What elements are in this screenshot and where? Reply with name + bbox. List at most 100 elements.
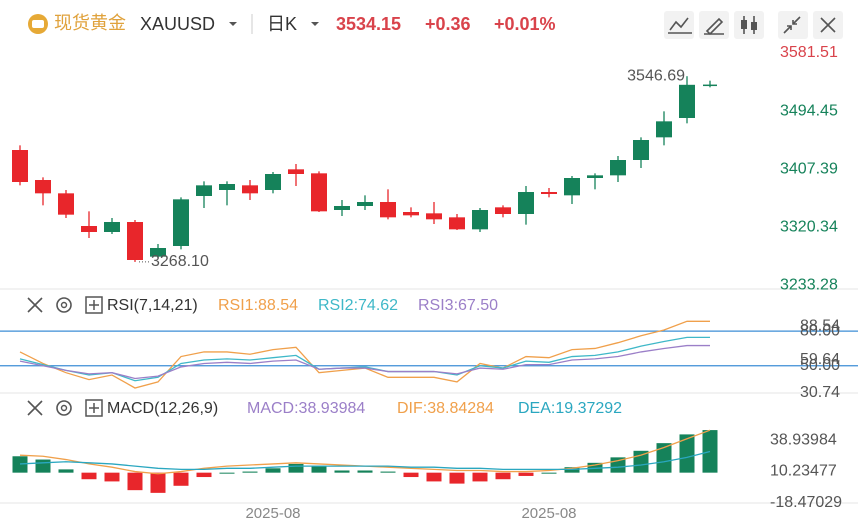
level-label: 50.00 <box>800 357 840 374</box>
macd-bar <box>403 472 419 478</box>
macd-bar <box>495 472 511 480</box>
close-indicator[interactable] <box>27 297 43 313</box>
indicator-icon <box>668 17 692 34</box>
settings-indicator[interactable] <box>56 400 72 416</box>
macd-bar <box>541 472 557 474</box>
macd-bar <box>58 469 74 473</box>
macd-bar <box>81 472 97 480</box>
macd-bar <box>104 472 120 482</box>
candle-body <box>633 140 649 160</box>
rsi-line <box>19 336 710 382</box>
candle-body <box>288 169 304 174</box>
macd-bar <box>472 472 488 482</box>
y-tick-label: 3320.34 <box>780 218 838 235</box>
toolbar <box>664 11 843 39</box>
macd-bar <box>656 443 672 473</box>
candle-body <box>173 199 189 246</box>
y-tick-label: 3407.39 <box>780 160 838 177</box>
settings-indicator-core <box>60 301 68 309</box>
candle-body <box>703 84 717 87</box>
candle-body <box>58 193 74 215</box>
change: +0.36 <box>425 14 471 34</box>
candle-body <box>357 202 373 206</box>
symbol-dropdown[interactable] <box>229 22 237 26</box>
macd-bar <box>35 459 51 473</box>
settings-indicator[interactable] <box>56 297 72 313</box>
logo-glyph <box>32 20 44 28</box>
collapse-icon <box>783 16 801 34</box>
macd-bar <box>150 472 166 493</box>
settings-indicator-core <box>60 404 68 412</box>
y-tick-label: 3494.45 <box>780 102 838 119</box>
candle-body <box>127 222 143 260</box>
macd-bar <box>449 472 465 484</box>
change-percent: +0.01% <box>494 14 556 34</box>
candle-body <box>518 192 534 214</box>
candle-body <box>242 185 258 194</box>
chart-type-icon-body <box>741 20 747 29</box>
indicator-title: MACD(12,26,9) <box>107 400 218 417</box>
candle-body <box>81 226 97 232</box>
y-tick-label: -18.47029 <box>770 494 842 511</box>
y-tick-label: 59.64 <box>800 351 840 368</box>
candle-body <box>403 212 419 216</box>
candle-body <box>679 84 695 118</box>
macd-bar <box>288 463 304 473</box>
macd-bar <box>219 472 235 474</box>
rsi-line <box>19 344 710 380</box>
close-indicator[interactable] <box>27 400 43 416</box>
candle-body <box>656 121 672 138</box>
candle-body <box>12 150 28 182</box>
price: 3534.15 <box>336 14 401 34</box>
y-tick-label: 38.93984 <box>770 431 837 448</box>
candle-body <box>495 207 511 214</box>
candle-body <box>472 210 488 230</box>
chart-type-icon-body <box>751 22 757 30</box>
macd-bar <box>702 430 718 473</box>
symbol[interactable]: XAUUSD <box>140 14 215 34</box>
macd-bar <box>426 472 442 482</box>
candle-body <box>610 160 626 176</box>
candle-body <box>587 175 603 178</box>
expand-indicator[interactable] <box>85 399 103 417</box>
macd-bar <box>334 470 350 473</box>
candle-body <box>104 222 120 232</box>
candle-body <box>449 217 465 230</box>
indicator-title: RSI(7,14,21) <box>107 297 198 314</box>
legend-entry: RSI3:67.50 <box>418 297 498 314</box>
macd-line <box>19 450 711 471</box>
candle-body <box>380 202 396 218</box>
level-label: 80.00 <box>800 322 840 339</box>
y-tick-label: 30.74 <box>800 384 840 401</box>
chart-type-button[interactable] <box>734 11 764 39</box>
legend-entry: RSI1:88.54 <box>218 297 298 314</box>
instrument-name[interactable]: 现货黄金 <box>54 13 126 33</box>
macd-bar <box>357 470 373 473</box>
macd-bar <box>679 434 695 473</box>
period[interactable]: 日K <box>267 14 297 34</box>
y-tick-label: 10.23477 <box>770 463 837 480</box>
x-tick-label: 2025-08 <box>245 505 300 522</box>
candle-body <box>265 174 281 190</box>
legend-entry: DIF:38.84284 <box>397 400 494 417</box>
draw-icon <box>704 17 724 36</box>
candle-body <box>196 185 212 196</box>
legend-entry: DEA:19.37292 <box>518 400 622 417</box>
macd-bar <box>173 472 189 486</box>
y-tick-label: 88.54 <box>800 318 840 335</box>
macd-bar <box>127 472 143 491</box>
candle-body <box>334 206 350 210</box>
close-icon <box>820 17 836 33</box>
expand-indicator[interactable] <box>85 296 103 314</box>
macd-bar <box>380 471 396 473</box>
extreme-annotation: 3268.10 <box>151 253 209 270</box>
macd-bar <box>242 471 258 473</box>
extreme-annotation: 3546.69 <box>627 67 685 84</box>
candle-body <box>35 180 51 194</box>
macd-bar <box>265 468 281 473</box>
legend-entry: MACD:38.93984 <box>247 400 365 417</box>
collapse-button[interactable] <box>778 11 808 39</box>
period-dropdown[interactable] <box>311 22 319 26</box>
y-tick-label: 3233.28 <box>780 276 838 293</box>
